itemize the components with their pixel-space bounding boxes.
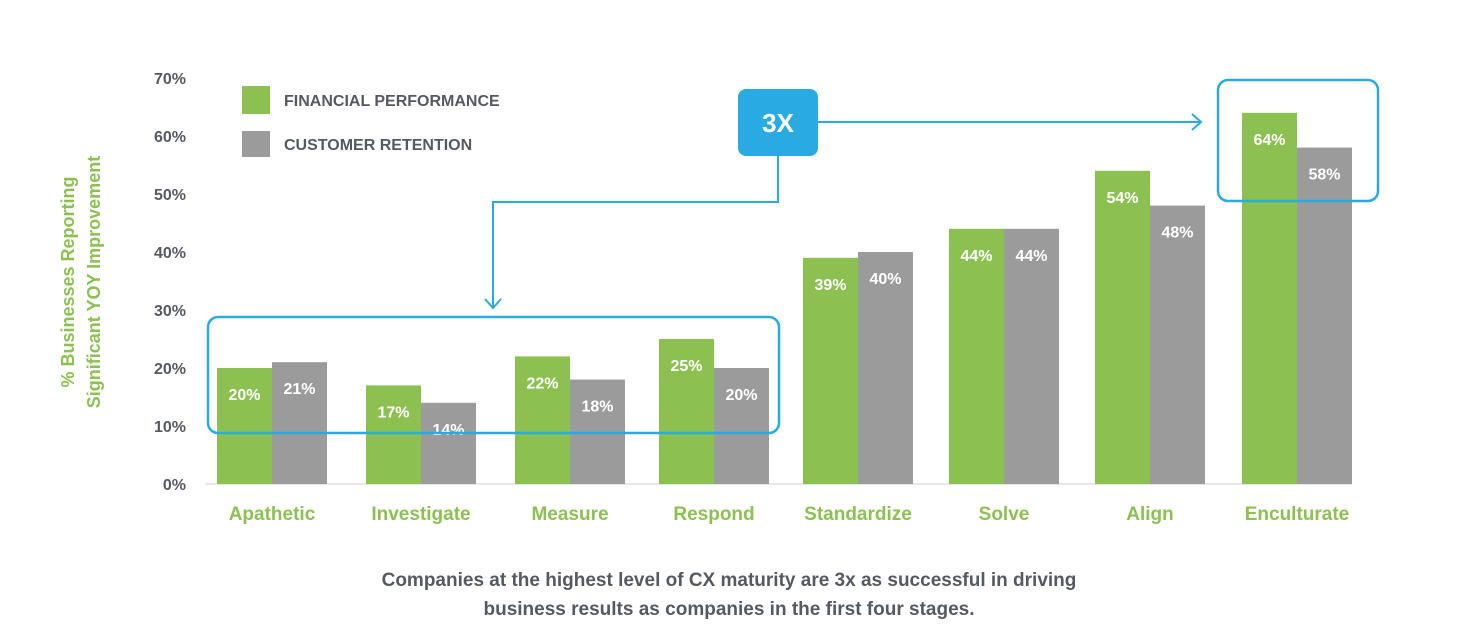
bar-retention-solve	[1004, 228, 1059, 484]
value-label: 44%	[960, 248, 992, 265]
value-label: 39%	[814, 277, 846, 294]
value-label: 17%	[377, 404, 409, 421]
bar-financial-measure	[515, 356, 570, 484]
x-category-label: Enculturate	[1245, 504, 1350, 525]
value-label: 54%	[1106, 190, 1138, 207]
y-axis-ticks: 0% 10% 20% 30% 40% 50% 60% 70%	[154, 71, 186, 494]
y-tick-label: 50%	[154, 187, 186, 204]
y-tick-label: 10%	[154, 419, 186, 436]
value-label: 18%	[581, 399, 613, 416]
value-label: 40%	[869, 271, 901, 288]
y-axis-label-line-1: % Businesses Reporting	[58, 176, 78, 387]
x-category-label: Respond	[673, 504, 754, 525]
x-category-label: Solve	[979, 504, 1030, 525]
value-label: 58%	[1308, 167, 1340, 184]
value-label: 14%	[432, 422, 464, 439]
bars	[217, 112, 1352, 485]
connector-line-down	[492, 156, 779, 308]
value-label: 20%	[725, 387, 757, 404]
y-tick-label: 60%	[154, 129, 186, 146]
legend-label-financial: FINANCIAL PERFORMANCE	[284, 93, 500, 110]
legend-swatch-financial	[242, 86, 270, 114]
bracket-first-four-stages	[206, 315, 781, 435]
y-tick-label: 40%	[154, 245, 186, 262]
bar-financial-apathetic	[217, 368, 272, 484]
bar-retention-standardize	[858, 252, 913, 484]
3x-callout: 3X	[206, 78, 1380, 435]
x-category-label: Standardize	[804, 504, 912, 525]
caption-line-1: Companies at the highest level of CX mat…	[381, 570, 1077, 591]
caption-line-2: business results as companies in the fir…	[483, 599, 975, 620]
y-axis-label: % Businesses Reporting Significant YOY I…	[58, 156, 104, 408]
bar-retention-align	[1150, 205, 1205, 484]
bracket-enculturate	[1216, 78, 1380, 203]
value-label: 48%	[1161, 225, 1193, 242]
bar-financial-align	[1095, 170, 1150, 485]
bar-financial-investigate	[366, 385, 421, 484]
value-label: 21%	[283, 381, 315, 398]
bar-financial-enculturate	[1242, 112, 1297, 485]
arrowhead-right-icon	[1191, 113, 1203, 131]
bar-retention-respond	[714, 368, 769, 484]
y-axis-label-line-2: Significant YOY Improvement	[84, 156, 104, 408]
bar-retention-apathetic	[272, 362, 327, 484]
x-category-label: Align	[1126, 504, 1174, 525]
x-axis-categories: Apathetic Investigate Measure Respond Standa…	[229, 504, 1350, 525]
3x-badge	[738, 89, 818, 156]
value-label: 64%	[1253, 132, 1285, 149]
bar-financial-solve	[949, 228, 1004, 484]
y-tick-label: 0%	[163, 477, 186, 494]
bar-financial-standardize	[803, 257, 858, 484]
value-labels: 20% 21% 17% 14% 22% 18% 25% 20% 39% 40% 44% 44% 54% 4…	[228, 132, 1340, 439]
bar-retention-enculturate	[1297, 147, 1352, 484]
x-category-label: Measure	[531, 504, 608, 525]
value-label: 20%	[228, 387, 260, 404]
chart-caption: Companies at the highest level of CX mat…	[0, 566, 1458, 624]
3x-badge-text: 3X	[762, 108, 794, 138]
y-tick-label: 20%	[154, 361, 186, 378]
y-tick-label: 30%	[154, 303, 186, 320]
x-category-label: Apathetic	[229, 504, 316, 525]
value-label: 25%	[670, 358, 702, 375]
y-tick-label: 70%	[154, 71, 186, 88]
bar-retention-investigate	[421, 402, 476, 484]
legend: FINANCIAL PERFORMANCE CUSTOMER RETENTION	[242, 86, 500, 157]
x-category-label: Investigate	[371, 504, 470, 525]
arrowhead-down-icon	[484, 298, 502, 310]
value-label: 44%	[1015, 248, 1047, 265]
value-label: 22%	[526, 375, 558, 392]
legend-swatch-retention	[242, 131, 270, 157]
bar-financial-respond	[659, 339, 714, 484]
legend-label-retention: CUSTOMER RETENTION	[284, 137, 472, 154]
